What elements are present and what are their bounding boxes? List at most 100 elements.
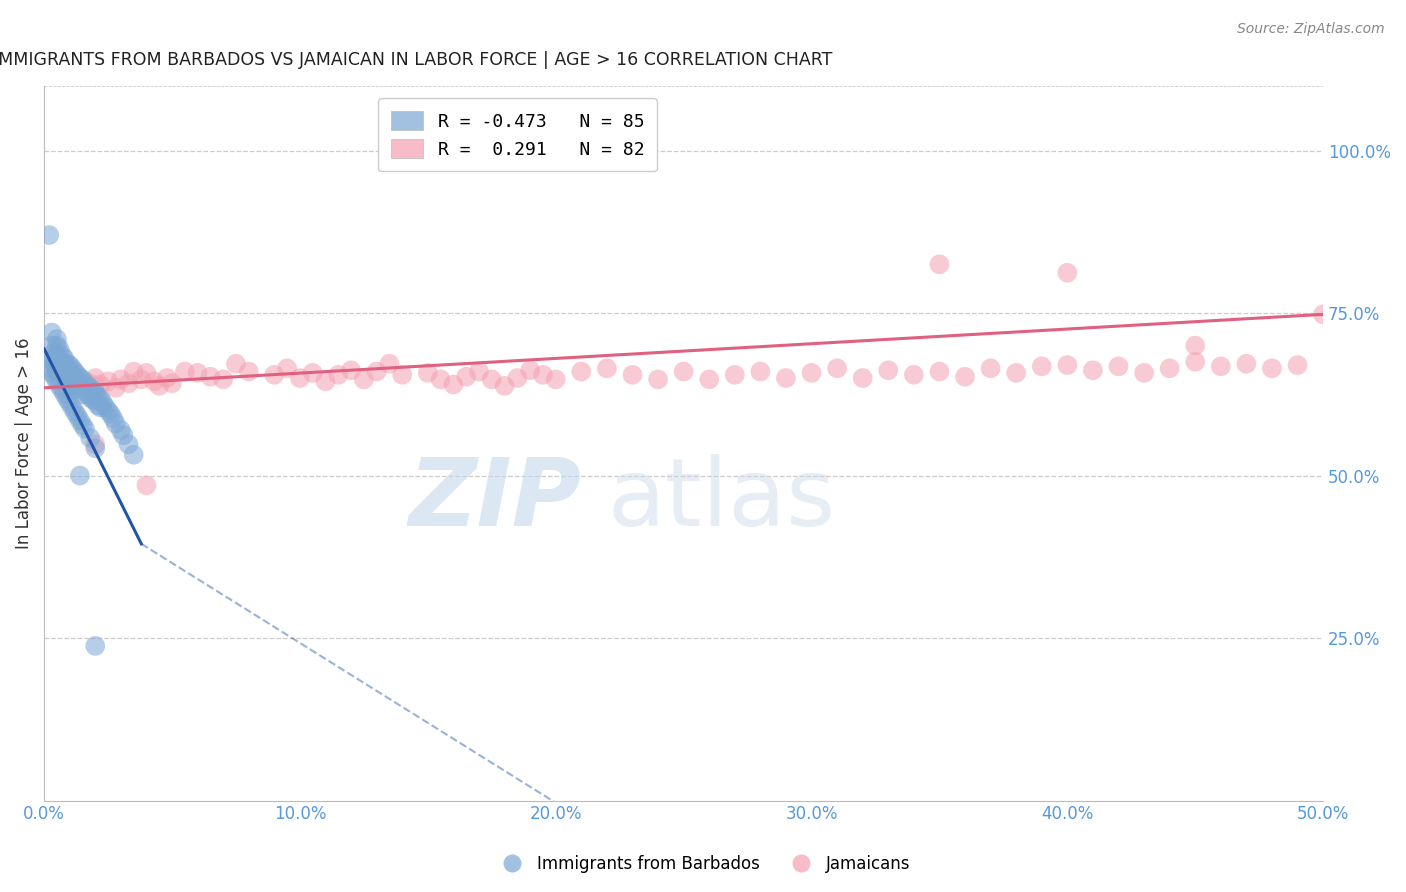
Point — [928, 257, 950, 271]
Point — [89, 392, 111, 406]
Point — [66, 409, 89, 423]
Point — [84, 639, 107, 653]
Point — [416, 366, 439, 380]
Point — [1184, 338, 1206, 352]
Point — [328, 368, 350, 382]
Point — [51, 348, 73, 362]
Point — [468, 365, 491, 379]
Point — [131, 372, 153, 386]
Point — [117, 437, 139, 451]
Point — [63, 379, 86, 393]
Point — [51, 365, 73, 379]
Point — [44, 345, 66, 359]
Text: atlas: atlas — [607, 454, 835, 546]
Point — [87, 389, 110, 403]
Point — [72, 379, 94, 393]
Point — [1312, 307, 1334, 321]
Point — [852, 371, 875, 385]
Point — [953, 369, 976, 384]
Point — [72, 372, 94, 386]
Point — [276, 361, 298, 376]
Point — [69, 413, 91, 427]
Point — [53, 387, 76, 401]
Y-axis label: In Labor Force | Age > 16: In Labor Force | Age > 16 — [15, 337, 32, 549]
Point — [56, 392, 79, 406]
Point — [825, 361, 848, 376]
Point — [110, 372, 132, 386]
Point — [45, 348, 67, 362]
Point — [1081, 363, 1104, 377]
Point — [73, 422, 96, 436]
Point — [66, 382, 89, 396]
Point — [1031, 359, 1053, 374]
Point — [53, 361, 76, 376]
Point — [391, 368, 413, 382]
Point — [45, 363, 67, 377]
Point — [63, 405, 86, 419]
Point — [288, 371, 311, 385]
Point — [724, 368, 747, 382]
Point — [1234, 357, 1257, 371]
Point — [212, 372, 235, 386]
Point — [48, 342, 70, 356]
Point — [56, 363, 79, 377]
Point — [72, 379, 94, 393]
Point — [45, 332, 67, 346]
Point — [38, 227, 60, 242]
Point — [100, 407, 122, 421]
Point — [1286, 358, 1309, 372]
Point — [48, 379, 70, 393]
Point — [53, 371, 76, 385]
Point — [200, 369, 222, 384]
Point — [110, 423, 132, 437]
Point — [59, 379, 82, 393]
Point — [60, 368, 83, 382]
Point — [135, 478, 157, 492]
Point — [1159, 361, 1181, 376]
Point — [672, 365, 695, 379]
Point — [94, 401, 117, 415]
Point — [79, 381, 101, 395]
Point — [84, 437, 107, 451]
Point — [59, 372, 82, 386]
Point — [366, 365, 388, 379]
Point — [51, 383, 73, 397]
Point — [1056, 358, 1078, 372]
Point — [84, 385, 107, 400]
Point — [1005, 366, 1028, 380]
Legend: Immigrants from Barbados, Jamaicans: Immigrants from Barbados, Jamaicans — [488, 848, 918, 880]
Point — [441, 377, 464, 392]
Point — [84, 393, 107, 408]
Point — [79, 431, 101, 445]
Point — [903, 368, 925, 382]
Point — [63, 365, 86, 379]
Point — [38, 361, 60, 376]
Point — [506, 371, 529, 385]
Point — [41, 351, 63, 366]
Point — [531, 368, 554, 382]
Point — [143, 374, 166, 388]
Point — [697, 372, 720, 386]
Point — [76, 387, 98, 401]
Point — [647, 372, 669, 386]
Point — [82, 392, 104, 407]
Point — [41, 366, 63, 380]
Point — [301, 366, 323, 380]
Point — [877, 363, 900, 377]
Point — [60, 376, 83, 390]
Point — [89, 377, 111, 392]
Point — [1261, 361, 1284, 376]
Point — [53, 351, 76, 366]
Point — [48, 351, 70, 366]
Point — [60, 361, 83, 376]
Point — [160, 376, 183, 391]
Point — [456, 369, 478, 384]
Point — [91, 396, 114, 410]
Point — [63, 371, 86, 385]
Point — [238, 365, 260, 379]
Point — [621, 368, 644, 382]
Point — [569, 365, 592, 379]
Point — [41, 326, 63, 340]
Point — [59, 365, 82, 379]
Point — [596, 361, 619, 376]
